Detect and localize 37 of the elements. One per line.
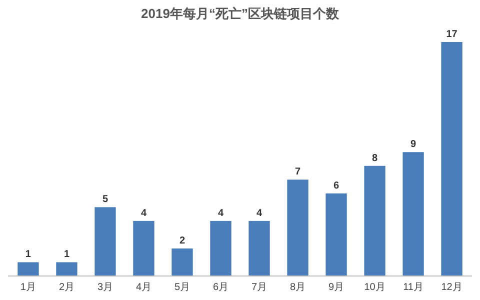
bar — [18, 262, 39, 276]
x-tick-label: 12月 — [441, 282, 462, 293]
bar — [326, 193, 347, 276]
x-tick-label: 10月 — [364, 282, 386, 293]
x-tick-label: 9月 — [328, 282, 344, 293]
x-tick-label: 6月 — [212, 282, 229, 293]
chart-title: 2019年每月“死亡”区块链项目个数 — [141, 6, 340, 21]
bar — [133, 220, 154, 276]
bar — [56, 262, 78, 276]
data-label: 4 — [256, 208, 262, 219]
data-label: 1 — [64, 249, 70, 260]
bar — [210, 220, 232, 276]
data-label: 6 — [333, 180, 340, 192]
data-label: 17 — [446, 29, 458, 40]
x-tick-label: 3月 — [97, 282, 114, 293]
x-tick-label: 7月 — [251, 282, 268, 293]
x-tick-label: 5月 — [174, 282, 190, 293]
bar — [94, 207, 116, 276]
data-label: 1 — [25, 249, 32, 260]
data-label: 4 — [218, 208, 224, 219]
data-label: 7 — [294, 166, 301, 178]
data-label: 4 — [140, 208, 147, 219]
bar — [248, 220, 270, 276]
bar — [402, 152, 424, 276]
x-tick-label: 1月 — [20, 282, 36, 293]
x-tick-label: 11月 — [403, 282, 424, 293]
x-tick-label: 2月 — [58, 282, 75, 293]
bar — [441, 42, 462, 276]
data-label: 8 — [372, 152, 378, 164]
x-tick-label: 8月 — [290, 282, 306, 293]
data-label: 9 — [410, 139, 416, 150]
bar — [364, 166, 386, 276]
data-label: 2 — [179, 235, 186, 246]
bar — [172, 248, 193, 276]
data-label: 5 — [102, 194, 108, 206]
x-tick-label: 4月 — [136, 282, 152, 293]
bar — [287, 180, 308, 276]
